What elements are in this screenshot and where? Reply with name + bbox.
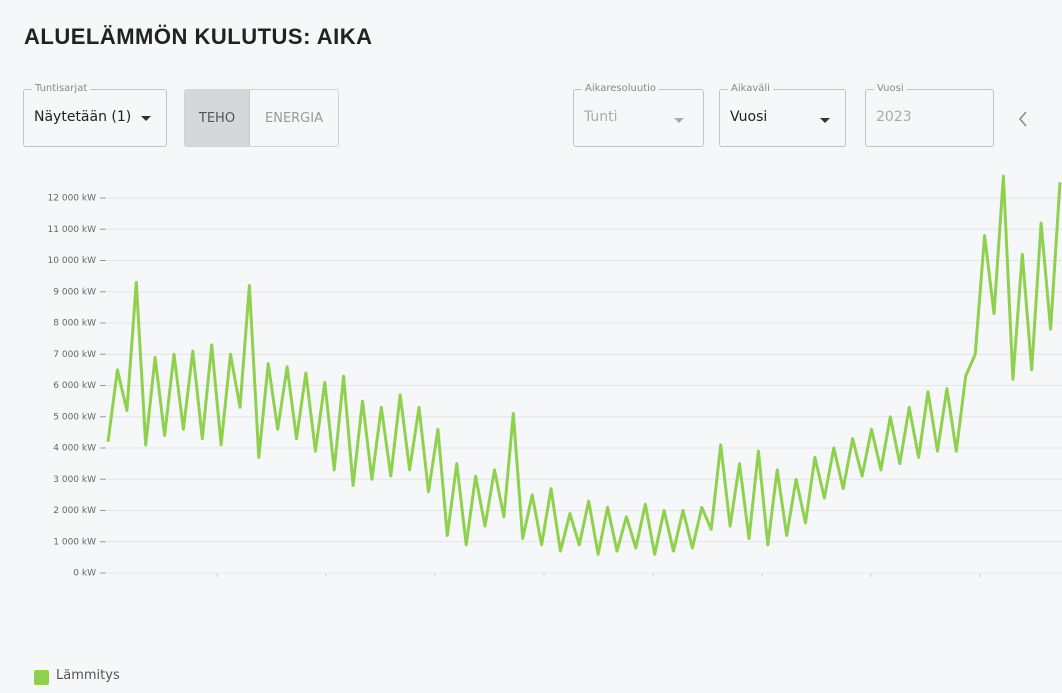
aikaresoluutio-select[interactable]: Aikaresoluutio Tunti bbox=[573, 83, 704, 147]
field-label: Tuntisarjat bbox=[32, 83, 91, 94]
y-tick-label: 0 kW bbox=[73, 569, 96, 579]
y-tick-label: 9 000 kW bbox=[53, 287, 96, 297]
dropdown-arrow bbox=[674, 118, 684, 123]
field-value: 2023 bbox=[876, 109, 912, 125]
dropdown-arrow bbox=[820, 118, 830, 123]
y-tick-label: 10 000 kW bbox=[48, 256, 97, 266]
x-axis-ticks bbox=[216, 573, 981, 577]
field-value: Vuosi bbox=[730, 109, 768, 125]
prev-button[interactable] bbox=[1018, 111, 1028, 127]
y-tick-label: 4 000 kW bbox=[53, 444, 96, 454]
field-label: Aikaresoluutio bbox=[582, 83, 660, 94]
aikavali-select[interactable]: Aikaväli Vuosi bbox=[719, 83, 846, 147]
legend-label: Lämmitys bbox=[56, 668, 120, 683]
y-tick-label: 8 000 kW bbox=[53, 319, 96, 329]
toggle-teho[interactable]: TEHO bbox=[185, 90, 250, 146]
toggle-energia[interactable]: ENERGIA bbox=[265, 110, 323, 126]
series-line bbox=[106, 174, 1062, 556]
field-label: Vuosi bbox=[874, 83, 907, 94]
field-value: Näytetään (1) bbox=[34, 109, 132, 125]
mode-toggle: TEHO ENERGIA bbox=[184, 89, 339, 147]
vuosi-field[interactable]: Vuosi 2023 bbox=[865, 83, 994, 147]
y-tick-label: 3 000 kW bbox=[53, 475, 96, 485]
y-tick-label: 6 000 kW bbox=[53, 381, 96, 391]
y-tick-label: 5 000 kW bbox=[53, 412, 96, 422]
y-tick-label: 7 000 kW bbox=[53, 350, 96, 360]
y-tick-label: 12 000 kW bbox=[48, 194, 97, 204]
field-value: Tunti bbox=[584, 109, 618, 125]
legend-swatch bbox=[34, 670, 49, 685]
y-tick-label: 2 000 kW bbox=[53, 506, 96, 516]
y-tick-label: 1 000 kW bbox=[53, 537, 96, 547]
tuntisarjat-select[interactable]: Tuntisarjat Näytetään (1) bbox=[23, 83, 167, 147]
y-tick-label: 11 000 kW bbox=[48, 225, 97, 235]
page-title: ALUELÄMMÖN KULUTUS: AIKA bbox=[24, 24, 373, 49]
dropdown-arrow bbox=[141, 116, 151, 121]
field-label: Aikaväli bbox=[728, 83, 773, 94]
